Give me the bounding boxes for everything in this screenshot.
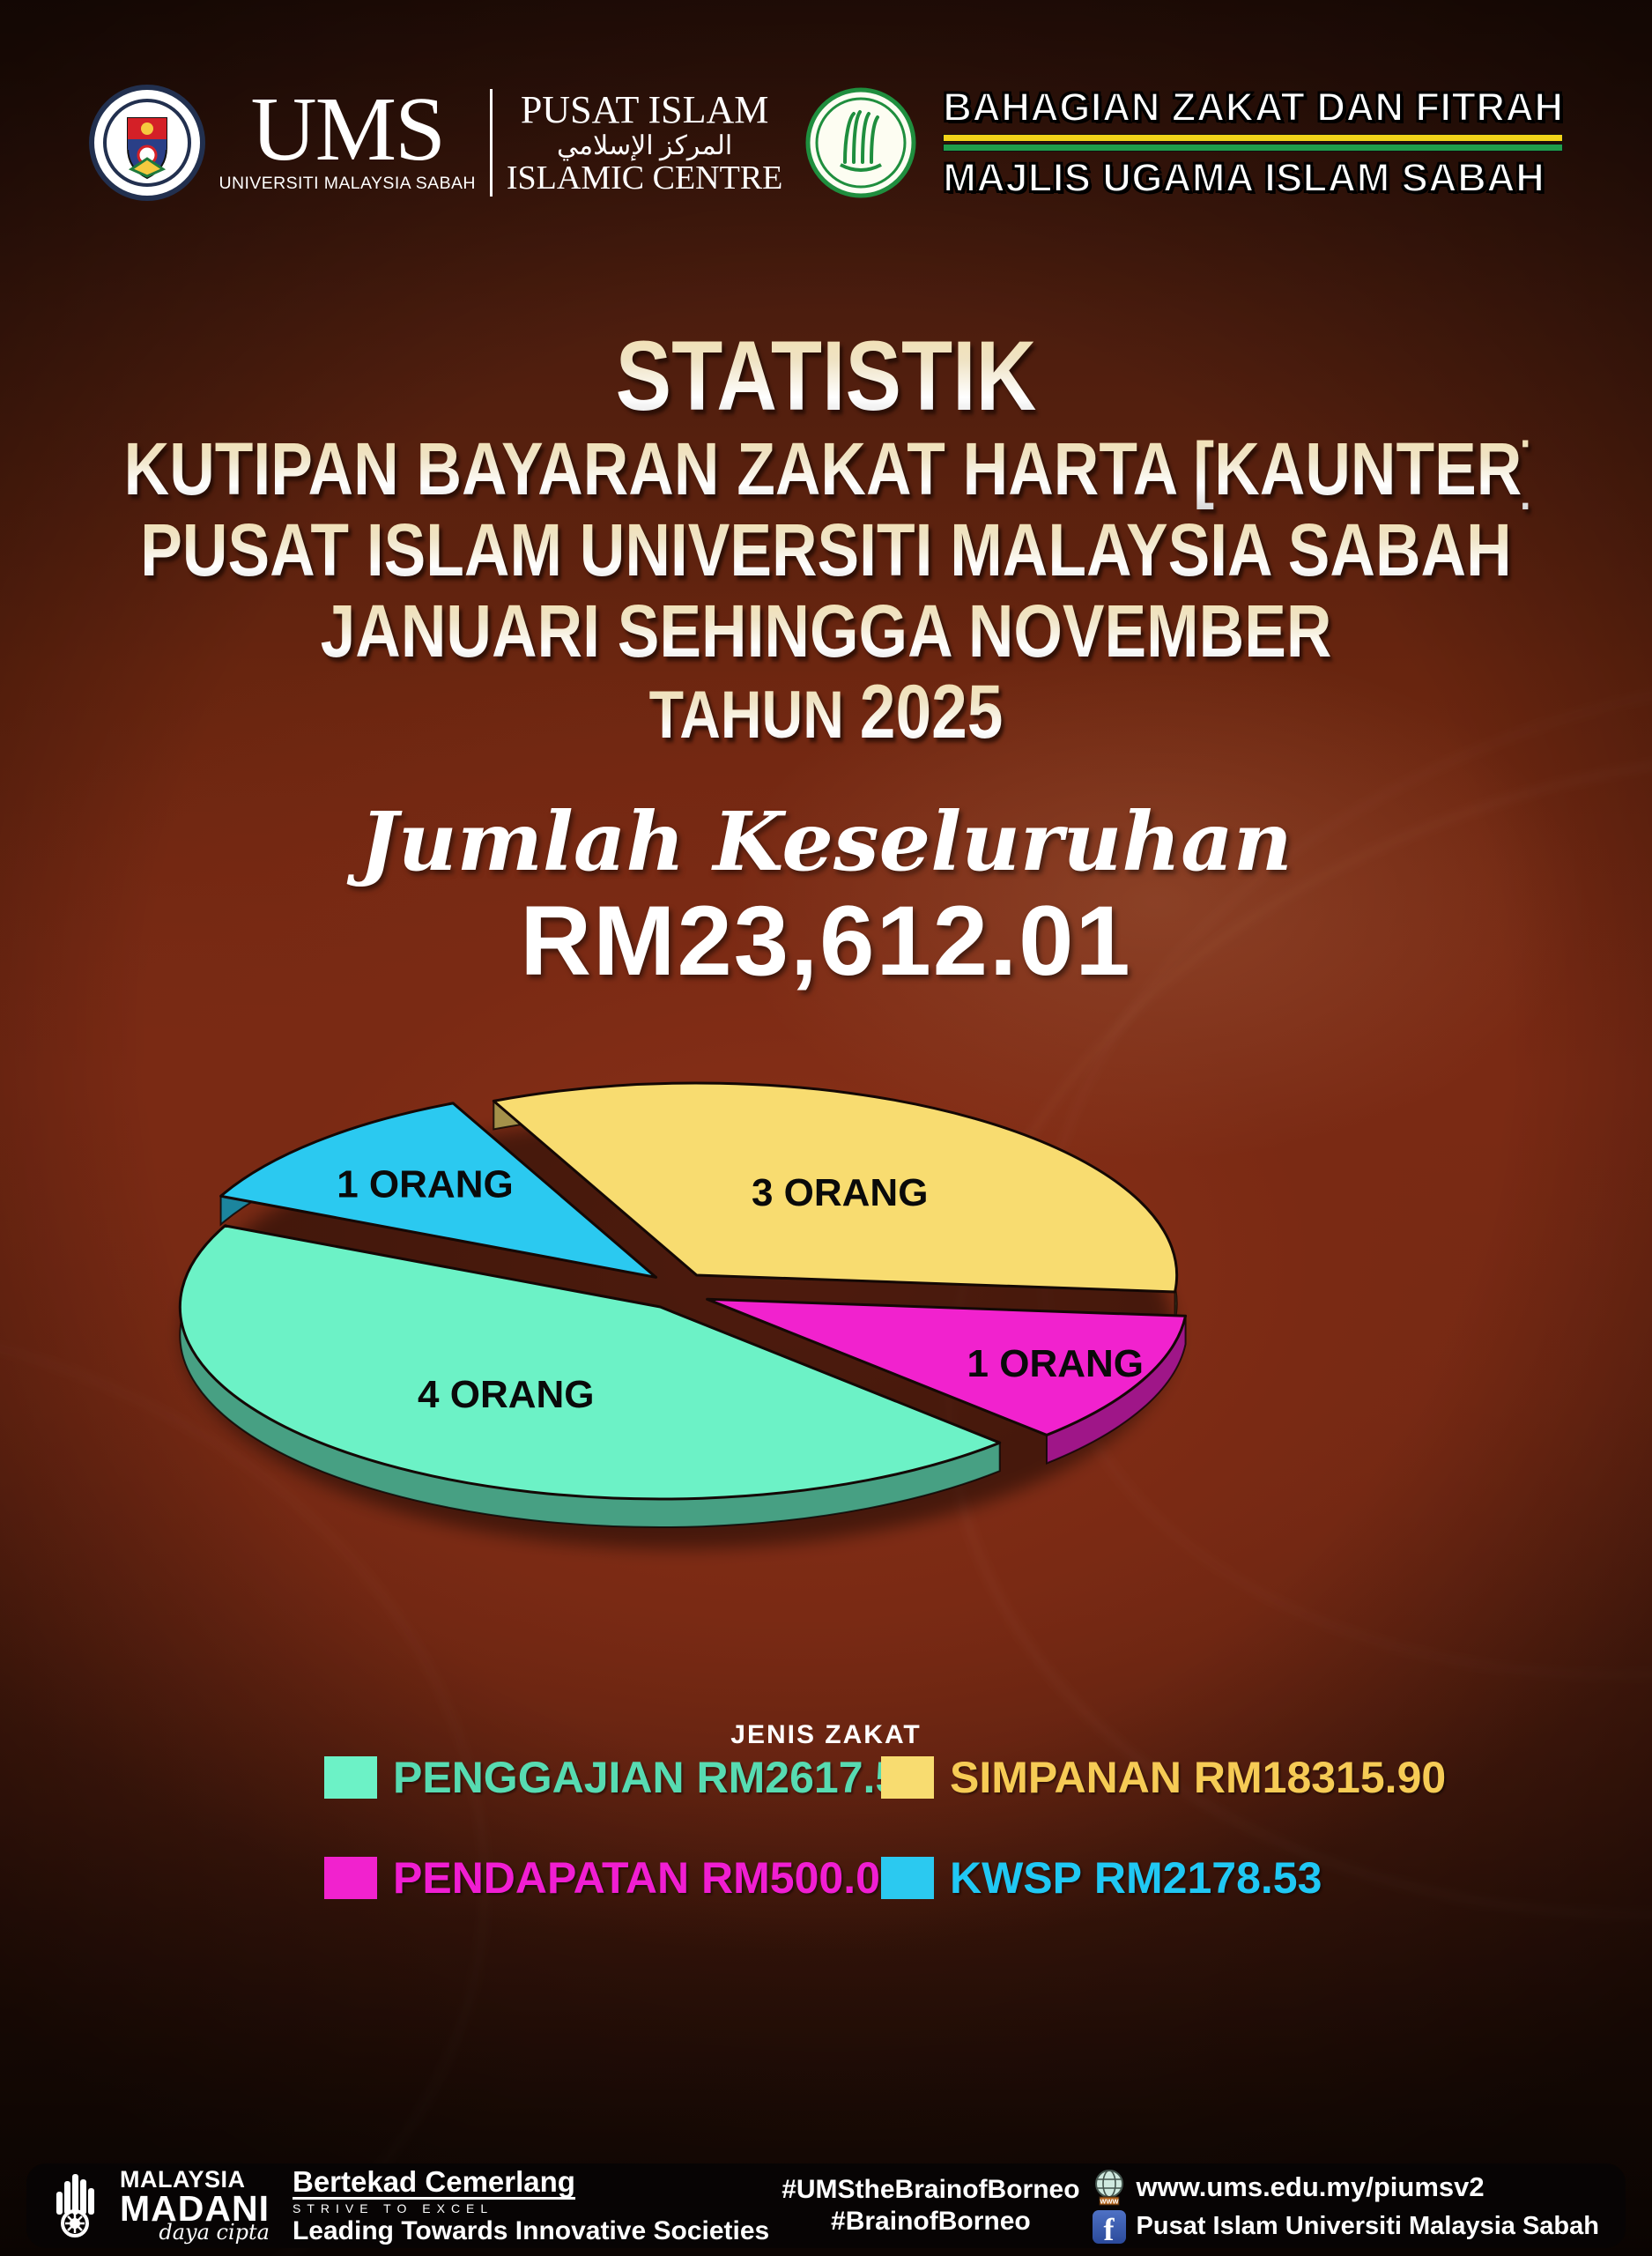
centre-line1: PUSAT ISLAM <box>520 88 769 131</box>
pie-slice-pendapatan <box>706 1297 1188 1436</box>
legend-item-simpanan: SIMPANAN RM18315.90 <box>881 1752 1446 1803</box>
madani-logo-block: MALAYSIA MADANI daya cipta <box>53 2166 270 2245</box>
facebook-icon: f <box>1092 2209 1126 2244</box>
legend-swatch <box>324 1857 377 1899</box>
motto-subtitle: STRIVE TO EXCEL <box>292 2201 494 2215</box>
legend-swatch <box>324 1756 377 1799</box>
yellow-rule <box>943 134 1564 142</box>
website-url[interactable]: www.ums.edu.my/piumsv2 <box>1136 2171 1485 2202</box>
madani-text: MALAYSIA MADANI daya cipta <box>120 2166 270 2245</box>
centre-line2: ISLAMIC CENTRE <box>506 160 783 197</box>
hashtag-1: #UMStheBrainofBorneo <box>782 2175 1080 2204</box>
pie-slice-label-pendapatan: 1 ORANG <box>967 1342 1144 1385</box>
legend-item-pendapatan: PENDAPATAN RM500.00 <box>324 1852 905 1904</box>
legend: PENGGAJIAN RM2617.58 SIMPANAN RM18315.90… <box>324 1752 1446 1953</box>
pie-slice-label-kwsp: 1 ORANG <box>337 1163 513 1206</box>
website-link[interactable]: WWW www.ums.edu.my/piumsv2 <box>1093 2169 1485 2206</box>
hashtags: #UMStheBrainofBorneo #BrainofBorneo <box>769 2174 1092 2237</box>
madani-line2: MADANI <box>120 2187 270 2229</box>
facebook-name[interactable]: Pusat Islam Universiti Malaysia Sabah <box>1136 2212 1599 2240</box>
zakat-line1: BAHAGIAN ZAKAT DAN FITRAH <box>942 84 1564 130</box>
pie-chart: 3 ORANG 1 ORANG 4 ORANG 1 ORANG <box>150 1040 1251 1577</box>
header-divider <box>489 89 493 197</box>
motto-tagline: Leading Towards Innovative Societies <box>292 2216 770 2245</box>
pie-slice-simpanan <box>492 1081 1179 1294</box>
zakat-line2: MAJLIS UGAMA ISLAM SABAH <box>942 154 1545 201</box>
green-rule <box>943 144 1564 152</box>
madani-script: daya cipta <box>159 2219 270 2245</box>
footer-bar: MALAYSIA MADANI daya cipta Bertekad Ceme… <box>26 2163 1626 2248</box>
legend-swatch <box>881 1857 934 1899</box>
motto-block: Bertekad Cemerlang STRIVE TO EXCEL Leadi… <box>292 2165 770 2245</box>
title-year: 2025 <box>859 670 1004 754</box>
title-line2: KUTIPAN BAYARAN ZAKAT HARTA [KAUNTER] <box>123 427 1544 510</box>
facebook-link[interactable]: f Pusat Islam Universiti Malaysia Sabah <box>1092 2209 1599 2244</box>
pie-slice-kwsp <box>219 1102 658 1279</box>
madani-line1: MALAYSIA <box>120 2166 246 2193</box>
hashtag-2: #BrainofBorneo <box>831 2207 1031 2236</box>
ums-subtitle: UNIVERSITI MALAYSIA SABAH <box>219 174 476 194</box>
title-block: STATISTIK KUTIPAN BAYARAN ZAKAT HARTA [K… <box>0 324 1652 756</box>
ums-crest-logo <box>88 85 205 201</box>
pie-slice-label-simpanan: 3 ORANG <box>752 1171 928 1214</box>
legend-item-penggajian: PENGGAJIAN RM2617.58 <box>324 1752 924 1803</box>
title-line5: TAHUN 2025 <box>124 672 1529 756</box>
globe-icon: WWW <box>1094 2169 1123 2205</box>
title-line3: PUSAT ISLAM UNIVERSITI MALAYSIA SABAH <box>124 509 1529 590</box>
muis-logo <box>805 87 916 198</box>
footer-links: WWW www.ums.edu.my/piumsv2 f Pusat Islam… <box>1092 2169 1599 2244</box>
centre-arabic: المركز الإسلامي <box>557 131 733 160</box>
total-block: Jumlah Keseluruhan RM23,612.01 <box>0 798 1652 993</box>
legend-title: JENIS ZAKAT <box>730 1720 922 1749</box>
pie-slice-label-penggajian: 4 ORANG <box>418 1373 594 1416</box>
pie-slice-penggajian <box>178 1224 1002 1501</box>
motto-title: Bertekad Cemerlang <box>292 2165 575 2200</box>
ums-wordmark: UMS <box>250 78 445 180</box>
total-amount: RM23,612.01 <box>520 886 1132 996</box>
malaysia-madani-logo <box>56 2174 94 2237</box>
title-line1: STATISTIK <box>124 324 1529 428</box>
zakat-fitrah-block: BAHAGIAN ZAKAT DAN FITRAH MAJLIS UGAMA I… <box>942 84 1564 201</box>
svg-text:WWW: WWW <box>1100 2197 1119 2205</box>
title-line4: JANUARI SEHINGGA NOVEMBER <box>124 590 1529 672</box>
total-label: Jumlah Keseluruhan <box>359 794 1293 889</box>
legend-item-kwsp: KWSP RM2178.53 <box>881 1852 1364 1904</box>
ums-wordmark-block: UMS UNIVERSITI MALAYSIA SABAH <box>219 78 476 194</box>
islamic-centre-block: PUSAT ISLAM المركز الإسلامي ISLAMIC CENT… <box>506 88 783 197</box>
header: UMS UNIVERSITI MALAYSIA SABAH PUSAT ISLA… <box>0 78 1652 201</box>
legend-swatch <box>881 1756 934 1799</box>
